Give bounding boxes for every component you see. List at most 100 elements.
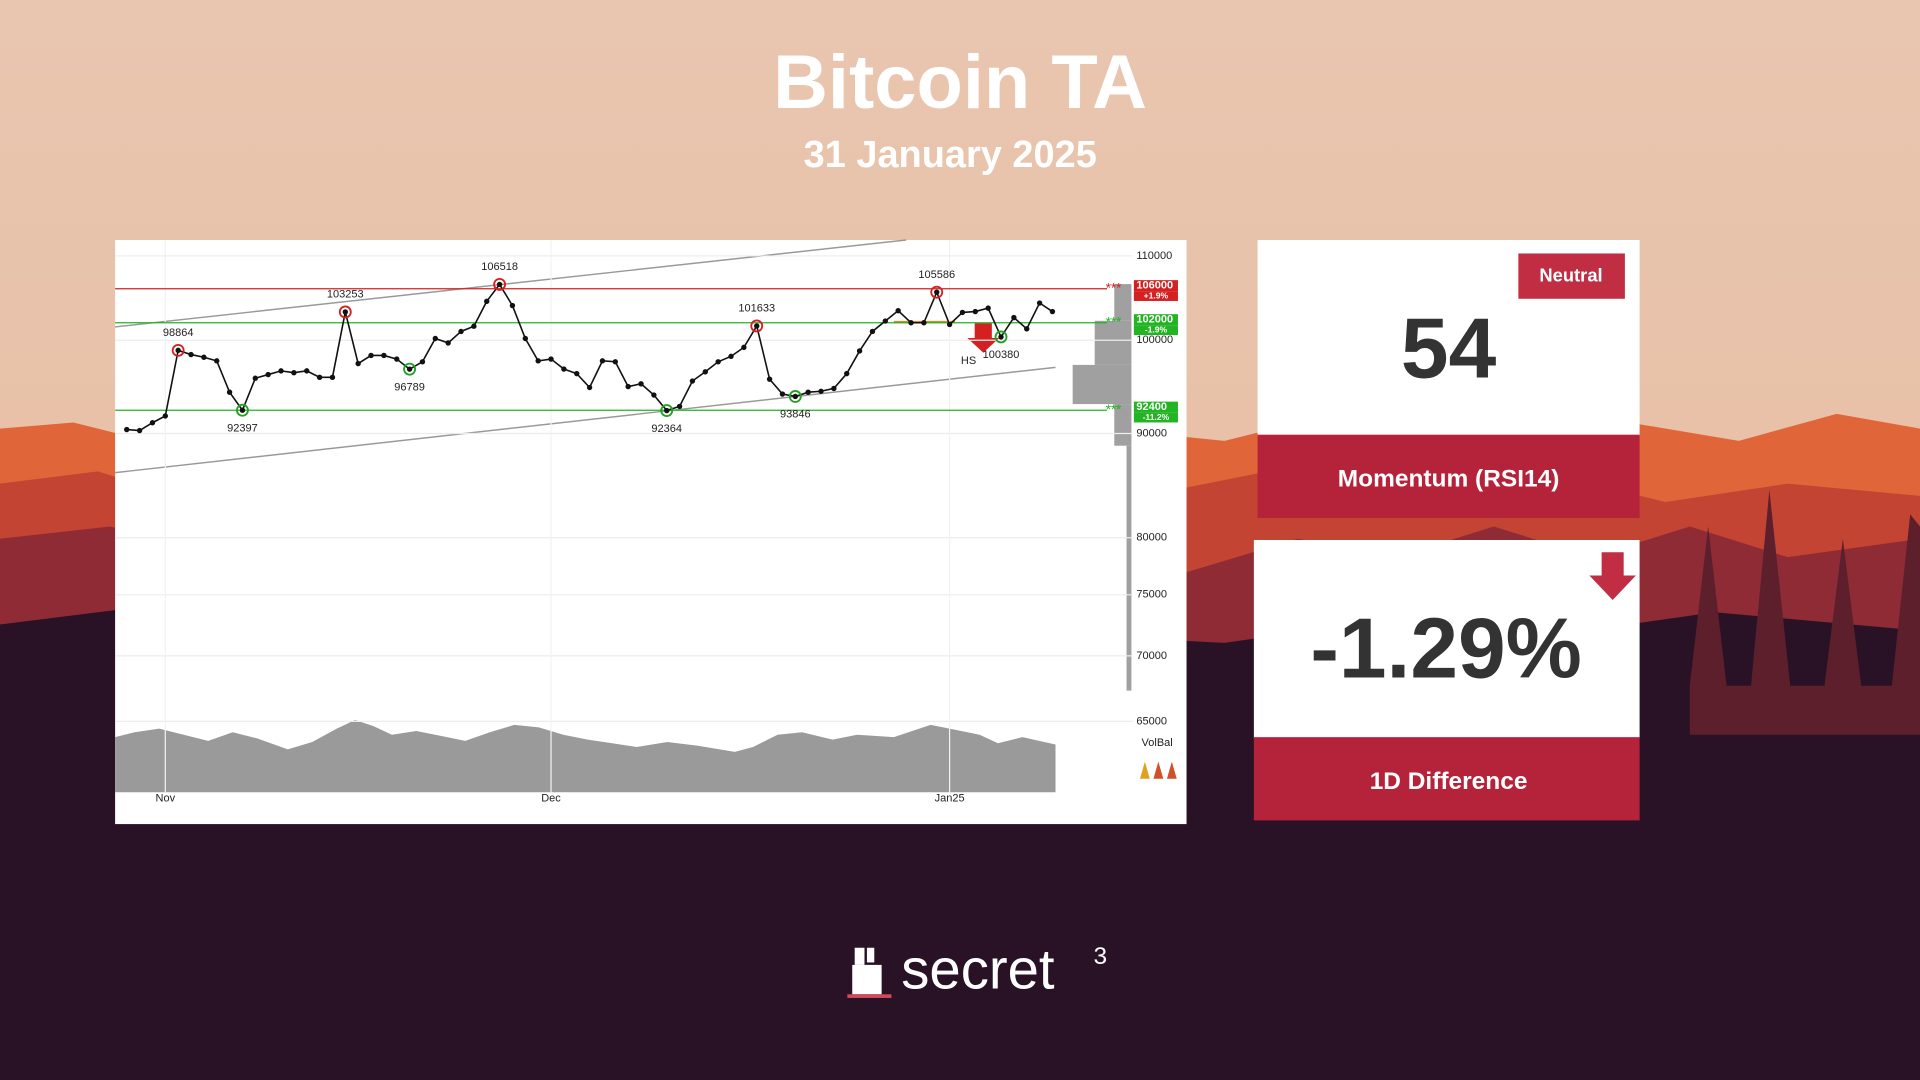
- pivot-label: 105586: [918, 269, 955, 281]
- card-body: [1253, 540, 1640, 739]
- pivot-label: 96789: [394, 381, 425, 393]
- price-point: [741, 344, 747, 351]
- level-value: 92400: [1136, 401, 1167, 413]
- pivot-marker: [171, 343, 185, 357]
- price-point: [574, 370, 580, 377]
- pivot-label: 98864: [163, 327, 194, 339]
- price-point: [921, 320, 927, 326]
- change-card: -1.29% 1D Difference: [1253, 540, 1640, 821]
- logo: secret 3: [847, 937, 1107, 1000]
- pivot-marker: [660, 404, 674, 417]
- level-box: [1133, 314, 1178, 326]
- level-stars: ***: [1106, 280, 1122, 295]
- logo-text: secret: [901, 937, 1055, 1000]
- price-point: [214, 358, 220, 364]
- x-tick-label: Nov: [156, 792, 176, 804]
- price-point: [265, 371, 271, 378]
- price-point: [754, 323, 760, 329]
- price-point: [381, 352, 387, 359]
- channel-lower: [115, 366, 1056, 474]
- price-point: [394, 356, 400, 362]
- level-box: [1133, 280, 1178, 292]
- volume-profile: [1072, 364, 1132, 405]
- level-stars: ***: [1106, 314, 1122, 329]
- price-point: [162, 413, 168, 419]
- pivot-marker: [750, 319, 764, 333]
- price-point: [882, 318, 888, 324]
- price-point: [471, 323, 477, 329]
- status-badge: [1518, 253, 1625, 299]
- price-point: [419, 359, 426, 365]
- price-point: [934, 289, 940, 295]
- level-change: -11.2%: [1143, 412, 1170, 422]
- y-tick-label: 75000: [1136, 589, 1167, 601]
- price-point: [831, 385, 837, 392]
- y-tick-label: 100000: [1136, 334, 1173, 346]
- logo-icon: [866, 947, 875, 963]
- rsi-value: 54: [1401, 301, 1497, 397]
- price-point: [548, 356, 554, 362]
- pivot-marker: [493, 277, 507, 291]
- volbal-icon: [1166, 761, 1177, 779]
- price-point: [342, 309, 348, 315]
- pivot-label: 103253: [327, 289, 364, 301]
- card-footer: [1257, 434, 1640, 518]
- price-point: [226, 389, 233, 395]
- card-footer: [1253, 737, 1640, 821]
- level-change-box: [1133, 325, 1178, 335]
- price-point: [638, 381, 644, 387]
- price-point: [612, 359, 618, 365]
- price-point: [432, 335, 438, 342]
- pivot-marker: [403, 362, 417, 376]
- level-stars: ***: [1106, 402, 1122, 417]
- pivot-marker: [788, 390, 802, 403]
- price-point: [766, 376, 773, 382]
- price-point: [895, 307, 901, 314]
- volume-profile: [1114, 284, 1132, 321]
- price-point: [124, 426, 130, 433]
- pivot-marker: [236, 403, 249, 417]
- pivot-label: 101633: [738, 303, 775, 315]
- pivot-label: 106518: [481, 261, 518, 273]
- price-point: [535, 358, 541, 364]
- price-point: [946, 321, 953, 328]
- rsi-card: Neutral 54 Momentum (RSI14): [1257, 240, 1640, 518]
- level-box: [1133, 401, 1178, 413]
- price-point: [959, 309, 966, 316]
- pivot-label: 100380: [983, 349, 1020, 361]
- price-point: [869, 328, 876, 335]
- level-change: +1.9%: [1144, 290, 1169, 300]
- level-change-box: [1133, 412, 1178, 423]
- card-label: Momentum (RSI14): [1338, 465, 1560, 492]
- chart-panel: HS VolBal 110000 100000 90000 80000 75000 700…: [115, 239, 1187, 825]
- price-point: [1049, 308, 1056, 315]
- volume-profile: [1114, 404, 1132, 446]
- price-point: [998, 334, 1004, 340]
- price-point: [625, 383, 631, 390]
- price-point: [728, 353, 734, 360]
- title: Bitcoin TA: [773, 40, 1147, 125]
- y-tick-label: 110000: [1136, 250, 1172, 262]
- level-value: 106000: [1136, 280, 1173, 292]
- price-point: [792, 393, 798, 400]
- price-point: [496, 281, 503, 288]
- price-point: [368, 352, 374, 359]
- logo-icon: [854, 947, 865, 965]
- down-arrow: [1589, 552, 1636, 600]
- price-point: [136, 427, 143, 434]
- price-point: [908, 320, 914, 326]
- price-point: [676, 403, 683, 410]
- price-point: [1011, 314, 1017, 321]
- price-point: [651, 392, 657, 398]
- pivot-label: 93846: [780, 409, 811, 421]
- pivot-marker: [338, 305, 352, 319]
- pivot-marker: [994, 330, 1008, 344]
- price-point: [278, 368, 284, 374]
- price-point: [818, 388, 824, 394]
- price-point: [201, 354, 207, 360]
- price-point: [1024, 326, 1030, 332]
- price-point: [561, 366, 567, 372]
- volbal-icon: [1140, 761, 1150, 779]
